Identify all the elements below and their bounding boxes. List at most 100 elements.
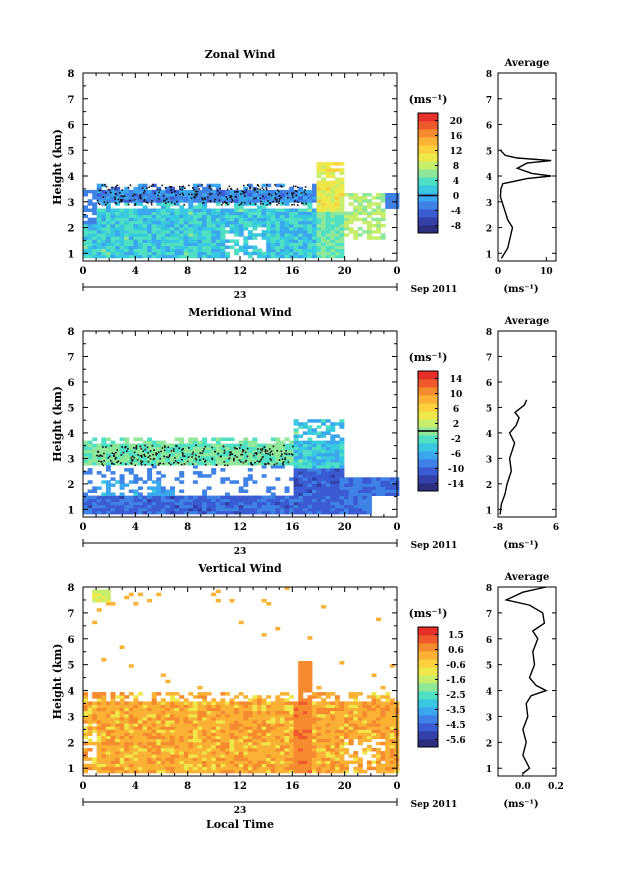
heatmap-cell — [197, 205, 203, 209]
heatmap-cell — [229, 701, 235, 705]
heatmap-cell — [101, 214, 107, 219]
heatmap-cell — [225, 245, 230, 249]
heatmap-cell — [325, 180, 331, 185]
heatmap-cell — [298, 498, 304, 503]
heatmap-cell — [371, 720, 377, 724]
heatmap-cell — [275, 196, 281, 200]
heatmap-cell — [270, 220, 276, 225]
heatmap-cell — [266, 217, 272, 222]
heatmap-cell — [376, 208, 382, 212]
heatmap-cell — [174, 729, 180, 733]
heatmap-cell — [160, 766, 166, 771]
heatmap-cell — [266, 707, 272, 712]
heatmap-cell — [238, 220, 244, 225]
heatmap-cell — [238, 704, 244, 708]
heatmap-cell — [137, 455, 143, 460]
heatmap-cell — [275, 723, 281, 727]
heatmap-cell — [321, 498, 327, 503]
contour-dot — [283, 444, 285, 447]
heatmap-cell — [192, 713, 198, 718]
heatmap-cell — [83, 248, 88, 253]
heatmap-cell — [362, 483, 368, 487]
x-tick-label: 0 — [394, 266, 401, 277]
heatmap-cell — [371, 196, 377, 200]
heatmap-cell — [366, 726, 372, 730]
heatmap-cell — [211, 251, 217, 256]
heatmap-cell — [133, 707, 139, 712]
heatmap-cell — [252, 763, 258, 768]
heatmap-cell — [334, 507, 340, 512]
heatmap-cell — [339, 726, 345, 730]
heatmap-cell — [147, 217, 153, 222]
heatmap-cell — [128, 214, 134, 219]
heatmap-cell — [261, 498, 267, 503]
heatmap-cell — [357, 720, 363, 724]
heatmap-cell — [353, 766, 359, 771]
heatmap-cell — [279, 217, 285, 222]
heatmap-cell — [289, 214, 295, 219]
heatmap-cell — [275, 744, 281, 749]
heatmap-cell — [330, 507, 336, 512]
heatmap-cell — [179, 735, 185, 740]
heatmap-cell — [252, 735, 258, 740]
heatmap-cell — [316, 233, 322, 237]
heatmap-cell — [179, 239, 185, 243]
contour-dot — [228, 451, 231, 454]
heatmap-cell — [279, 704, 285, 708]
heatmap-cell — [170, 744, 175, 749]
heatmap-cell — [339, 729, 345, 733]
heatmap-cell — [170, 704, 175, 708]
heatmap-cell — [266, 489, 272, 493]
heatmap-cell — [119, 480, 125, 484]
heatmap-cell — [124, 251, 130, 256]
heatmap-cells — [83, 162, 400, 259]
heatmap-cell — [380, 486, 386, 490]
heatmap-cell — [325, 498, 331, 503]
heatmap-cell — [197, 729, 203, 733]
heatmap-cell — [279, 227, 285, 231]
heatmap-cell — [357, 692, 363, 696]
heatmap-cell — [298, 726, 304, 730]
heatmap-cell — [270, 710, 276, 715]
heatmap-cell — [170, 248, 175, 253]
heatmap-cell — [197, 766, 203, 771]
contour-dot — [228, 454, 231, 457]
heatmap-cell — [151, 486, 157, 490]
heatmap-cell — [192, 480, 198, 484]
heatmap-cell — [151, 458, 157, 463]
heatmap-cell — [275, 217, 281, 222]
heatmap-cell — [229, 227, 235, 231]
heatmap-cell — [215, 713, 221, 718]
contour-dot — [281, 462, 284, 465]
heatmap-cell — [160, 486, 166, 490]
heatmap-cell — [160, 707, 166, 712]
heatmap-cell — [362, 723, 368, 727]
heatmap-cell — [293, 710, 299, 715]
heatmap-cell — [238, 458, 244, 463]
heatmap-cell — [124, 186, 130, 191]
heatmap-cell — [133, 710, 139, 715]
heatmap-cell — [105, 465, 111, 469]
heatmap-cell — [160, 220, 166, 225]
heatmap-cell — [192, 199, 198, 203]
heatmap-cell — [334, 495, 340, 500]
heatmap-cell — [234, 217, 240, 222]
heatmap-cell — [316, 455, 322, 460]
heatmap-cell — [124, 735, 130, 740]
heatmap-cell — [307, 233, 313, 237]
contour-dot — [125, 446, 127, 448]
contour-dot — [143, 190, 146, 192]
heatmap-cell — [252, 701, 258, 705]
heatmap-cell — [133, 242, 139, 246]
contour-dot — [154, 192, 156, 195]
heatmap-cell — [284, 223, 290, 228]
heatmap-cell — [298, 689, 304, 693]
heatmap-cell — [312, 754, 317, 758]
heatmap-cell — [334, 720, 340, 724]
contour-dot — [268, 193, 271, 195]
heatmap-cell — [206, 455, 212, 460]
contour-dot — [272, 201, 274, 203]
heatmap-cell — [147, 507, 153, 512]
contour-dot — [188, 193, 190, 196]
heatmap-cell — [252, 720, 258, 724]
